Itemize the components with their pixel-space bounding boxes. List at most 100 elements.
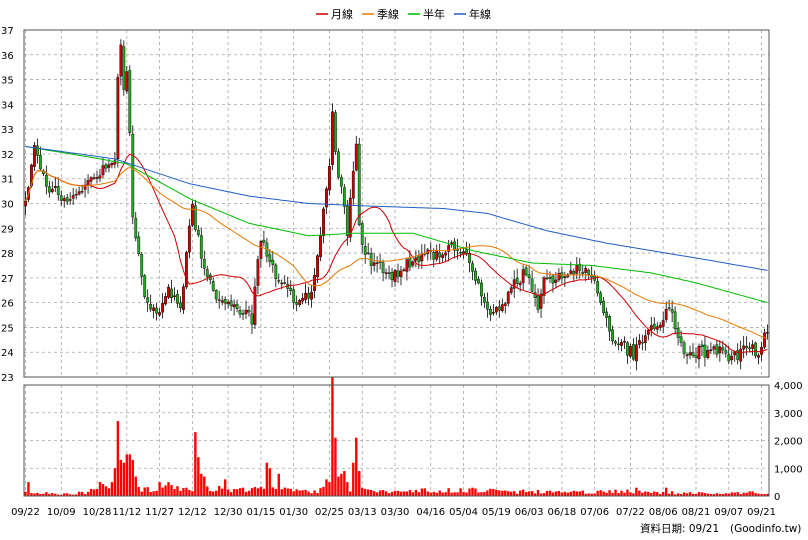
volume-bar (381, 490, 385, 496)
volume-bar (328, 482, 331, 496)
candle (179, 296, 182, 313)
candle (199, 227, 203, 268)
volume-bar (724, 493, 727, 496)
candle-body (721, 347, 725, 351)
ma-quarterly-line (25, 166, 768, 339)
candle-body (331, 111, 334, 165)
candle (86, 174, 90, 194)
candle (670, 300, 674, 322)
volume-bar (423, 488, 427, 496)
volume-bar (736, 492, 739, 496)
date-tick-label: 10/28 (83, 507, 112, 518)
date-tick-label: 03/13 (348, 507, 377, 518)
date-x-axis: 09/22 10/09 10/28 11/12 11/27 12/12 12/30 01/15… (11, 507, 776, 518)
volume-bar (74, 494, 78, 496)
candle-body (256, 259, 260, 286)
volume-bar (131, 459, 134, 496)
candle (694, 347, 698, 363)
candle-body (536, 295, 540, 310)
volume-bar (197, 457, 200, 496)
candle (512, 270, 516, 298)
candle-body (557, 273, 561, 281)
candle (477, 276, 480, 285)
candle-body (140, 254, 144, 277)
volume-bar (89, 488, 93, 496)
candle-body (480, 282, 483, 297)
candle (342, 184, 346, 215)
volume-bar (515, 493, 519, 496)
date-tick-label: 12/12 (178, 507, 207, 518)
candle-body (572, 271, 576, 275)
candle-body (235, 303, 239, 310)
volume-bar (331, 376, 334, 496)
volume-bar (492, 488, 495, 496)
volume-bar (754, 493, 757, 496)
candle-body (539, 293, 543, 309)
candle-body (679, 336, 683, 343)
candle (125, 66, 129, 94)
volume-bar (340, 473, 343, 496)
candle-body (733, 351, 737, 356)
volume-bar (107, 488, 111, 496)
candle (322, 206, 325, 244)
legend-item-quarterly: 季線 (362, 7, 399, 21)
volume-bar (662, 491, 665, 496)
volume-bar (116, 421, 120, 496)
candle (140, 251, 144, 286)
candle-body (313, 274, 316, 292)
candle-body (301, 297, 305, 302)
volume-bar (280, 489, 283, 496)
volume-bar (54, 493, 57, 496)
candle (128, 65, 132, 137)
volume-bar (402, 491, 406, 496)
date-tick-label: 05/19 (482, 507, 511, 518)
candle (77, 186, 81, 196)
candle (646, 328, 650, 341)
date-tick-label: 09/21 (747, 507, 776, 518)
candle-body (95, 177, 99, 179)
candle-body (754, 342, 757, 357)
volume-bar (489, 488, 492, 496)
volume-bar (596, 490, 599, 496)
volume-bar (679, 494, 683, 496)
candle (664, 301, 668, 323)
volume-bar (575, 491, 578, 496)
candle-body (468, 253, 471, 263)
candle-body (283, 282, 287, 284)
candle (155, 303, 159, 321)
volume-bar (739, 493, 742, 496)
candle (241, 309, 245, 321)
volume-bar (57, 494, 60, 496)
volume-bar (590, 493, 593, 496)
candle-body (211, 281, 215, 291)
candle-body (325, 188, 328, 208)
candle (539, 288, 543, 319)
candle (727, 345, 731, 365)
candle-body (176, 294, 179, 304)
candle (438, 243, 442, 265)
candle-body (322, 208, 325, 236)
volume-bar (146, 487, 149, 496)
candle (24, 191, 27, 216)
candle (104, 162, 108, 173)
candle-body (155, 307, 159, 314)
candle (649, 316, 653, 337)
volume-bar (355, 437, 358, 496)
candle-body (336, 151, 340, 178)
candle-body (417, 255, 421, 263)
volume-bar (203, 476, 206, 496)
candle (363, 236, 367, 264)
volume-bar (346, 482, 349, 496)
volume-bar (316, 492, 319, 496)
volume-bar (420, 488, 424, 496)
candle-body (623, 341, 626, 343)
candle-body (50, 188, 54, 192)
price-tick-label: 26 (1, 299, 14, 310)
volume-bar (581, 490, 584, 496)
candle (196, 225, 200, 238)
candle-body (626, 342, 629, 356)
candle-body (143, 275, 147, 297)
volume-bar (361, 487, 364, 496)
candle-body (462, 251, 465, 254)
candle-body (477, 278, 480, 284)
